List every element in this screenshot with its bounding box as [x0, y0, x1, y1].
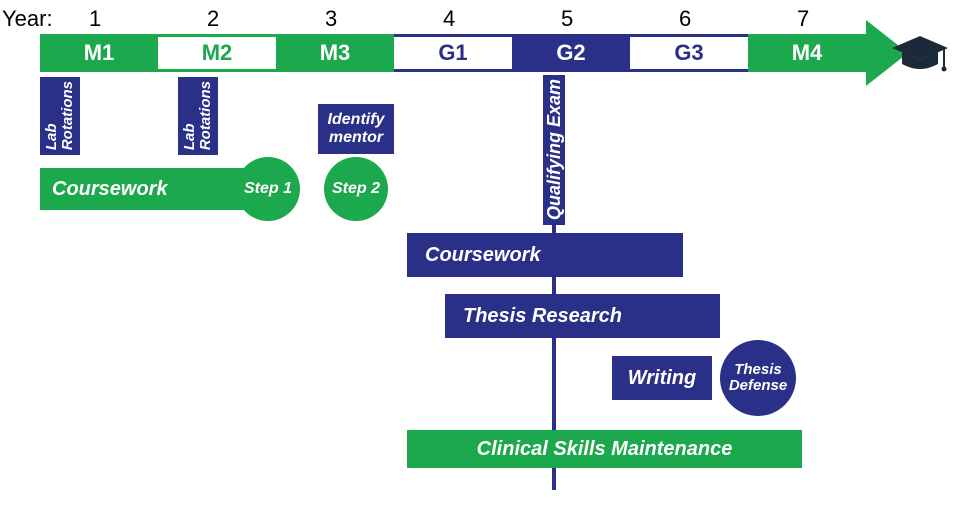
timeline-segment-m2: M2 [158, 34, 276, 72]
year-number: 6 [679, 6, 691, 32]
writing-label: Writing [628, 367, 697, 390]
timeline-segment-g3: G3 [630, 34, 748, 72]
timeline-segment-m4: M4 [748, 34, 866, 72]
clinical-skills-label: Clinical Skills Maintenance [477, 438, 733, 461]
step1-label: Step 1 [244, 180, 292, 198]
thesis-defense-line2: Defense [729, 377, 787, 394]
year-number: 2 [207, 6, 219, 32]
year-number: 7 [797, 6, 809, 32]
year-number: 4 [443, 6, 455, 32]
step2-circle: Step 2 [324, 157, 388, 221]
coursework-grad-label: Coursework [425, 244, 541, 267]
coursework-meds-box: Coursework [40, 168, 260, 210]
year-number: 3 [325, 6, 337, 32]
identify-mentor-line1: Identify [328, 111, 385, 128]
step2-label: Step 2 [332, 180, 380, 198]
identify-mentor-line2: mentor [329, 129, 383, 146]
clinical-skills-box: Clinical Skills Maintenance [407, 430, 802, 468]
thesis-defense-line1: Thesis [734, 361, 782, 378]
thesis-research-box: Thesis Research [445, 294, 720, 338]
thesis-research-label: Thesis Research [463, 305, 622, 328]
timeline-segment-g2: G2 [512, 34, 630, 72]
qualifying-exam-label: Qualifying Exam [544, 79, 565, 220]
lab-rotations-box: Lab Rotations [40, 77, 80, 155]
writing-box: Writing [612, 356, 712, 400]
qualifying-exam-box: Qualifying Exam [543, 75, 565, 225]
coursework-meds-label: Coursework [52, 178, 168, 201]
timeline-segment-g1: G1 [394, 34, 512, 72]
coursework-grad-box: Coursework [407, 233, 683, 277]
thesis-defense-circle: Thesis Defense [720, 340, 796, 416]
year-number: 1 [89, 6, 101, 32]
timeline-segment-m1: M1 [40, 34, 158, 72]
graduation-cap-icon [890, 34, 950, 79]
timeline-segment-m3: M3 [276, 34, 394, 72]
identify-mentor-box: Identify mentor [318, 104, 394, 154]
lab-rotations-label: Lab Rotations [44, 81, 76, 150]
lab-rotations-box: Lab Rotations [178, 77, 218, 155]
year-label: Year: [2, 6, 53, 32]
step1-circle: Step 1 [236, 157, 300, 221]
lab-rotations-label: Lab Rotations [182, 81, 214, 150]
year-number: 5 [561, 6, 573, 32]
